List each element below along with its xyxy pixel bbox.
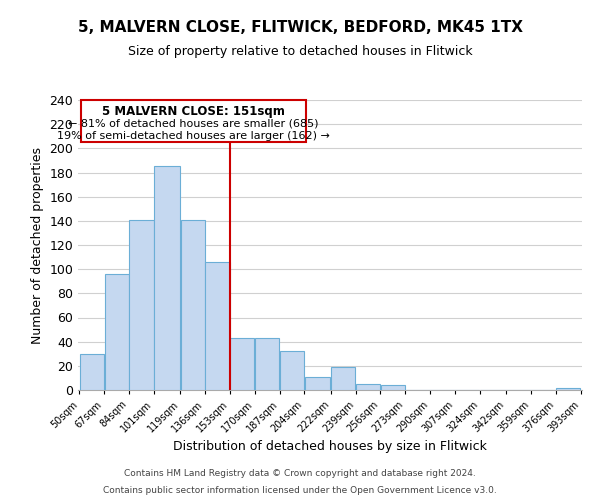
Bar	[280, 352, 304, 390]
Bar	[356, 384, 380, 390]
Bar	[154, 166, 180, 390]
Text: 5, MALVERN CLOSE, FLITWICK, BEDFORD, MK45 1TX: 5, MALVERN CLOSE, FLITWICK, BEDFORD, MK4…	[77, 20, 523, 35]
Text: 19% of semi-detached houses are larger (162) →: 19% of semi-detached houses are larger (…	[57, 132, 330, 141]
Text: 5 MALVERN CLOSE: 151sqm: 5 MALVERN CLOSE: 151sqm	[102, 105, 285, 118]
Bar	[130, 220, 154, 390]
Bar	[81, 100, 306, 142]
Text: ← 81% of detached houses are smaller (685): ← 81% of detached houses are smaller (68…	[68, 118, 319, 128]
Text: Contains HM Land Registry data © Crown copyright and database right 2024.: Contains HM Land Registry data © Crown c…	[124, 468, 476, 477]
Bar	[381, 385, 405, 390]
Y-axis label: Number of detached properties: Number of detached properties	[31, 146, 44, 344]
Text: Contains public sector information licensed under the Open Government Licence v3: Contains public sector information licen…	[103, 486, 497, 495]
Bar	[255, 338, 279, 390]
Bar	[305, 376, 331, 390]
Bar	[80, 354, 104, 390]
Bar	[556, 388, 580, 390]
Bar	[181, 220, 205, 390]
Bar	[104, 274, 129, 390]
Bar	[205, 262, 230, 390]
Bar	[331, 367, 355, 390]
Text: Size of property relative to detached houses in Flitwick: Size of property relative to detached ho…	[128, 45, 472, 58]
X-axis label: Distribution of detached houses by size in Flitwick: Distribution of detached houses by size …	[173, 440, 487, 452]
Bar	[230, 338, 254, 390]
